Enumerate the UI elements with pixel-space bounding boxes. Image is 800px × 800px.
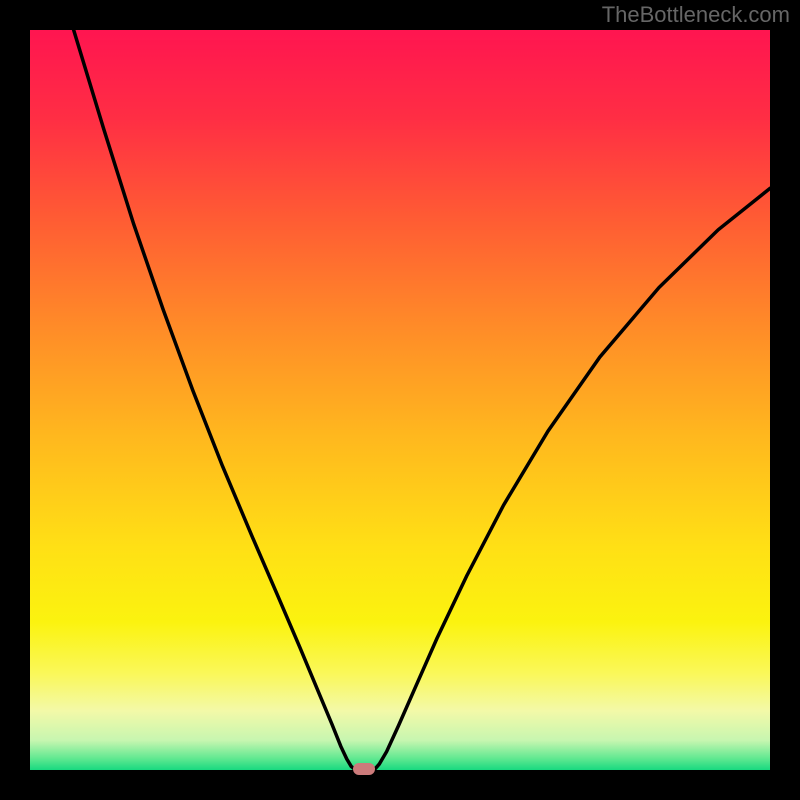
bottleneck-curve <box>30 30 770 770</box>
watermark-text: TheBottleneck.com <box>602 2 790 28</box>
plot-area <box>30 30 770 770</box>
optimal-point-marker <box>353 763 375 775</box>
